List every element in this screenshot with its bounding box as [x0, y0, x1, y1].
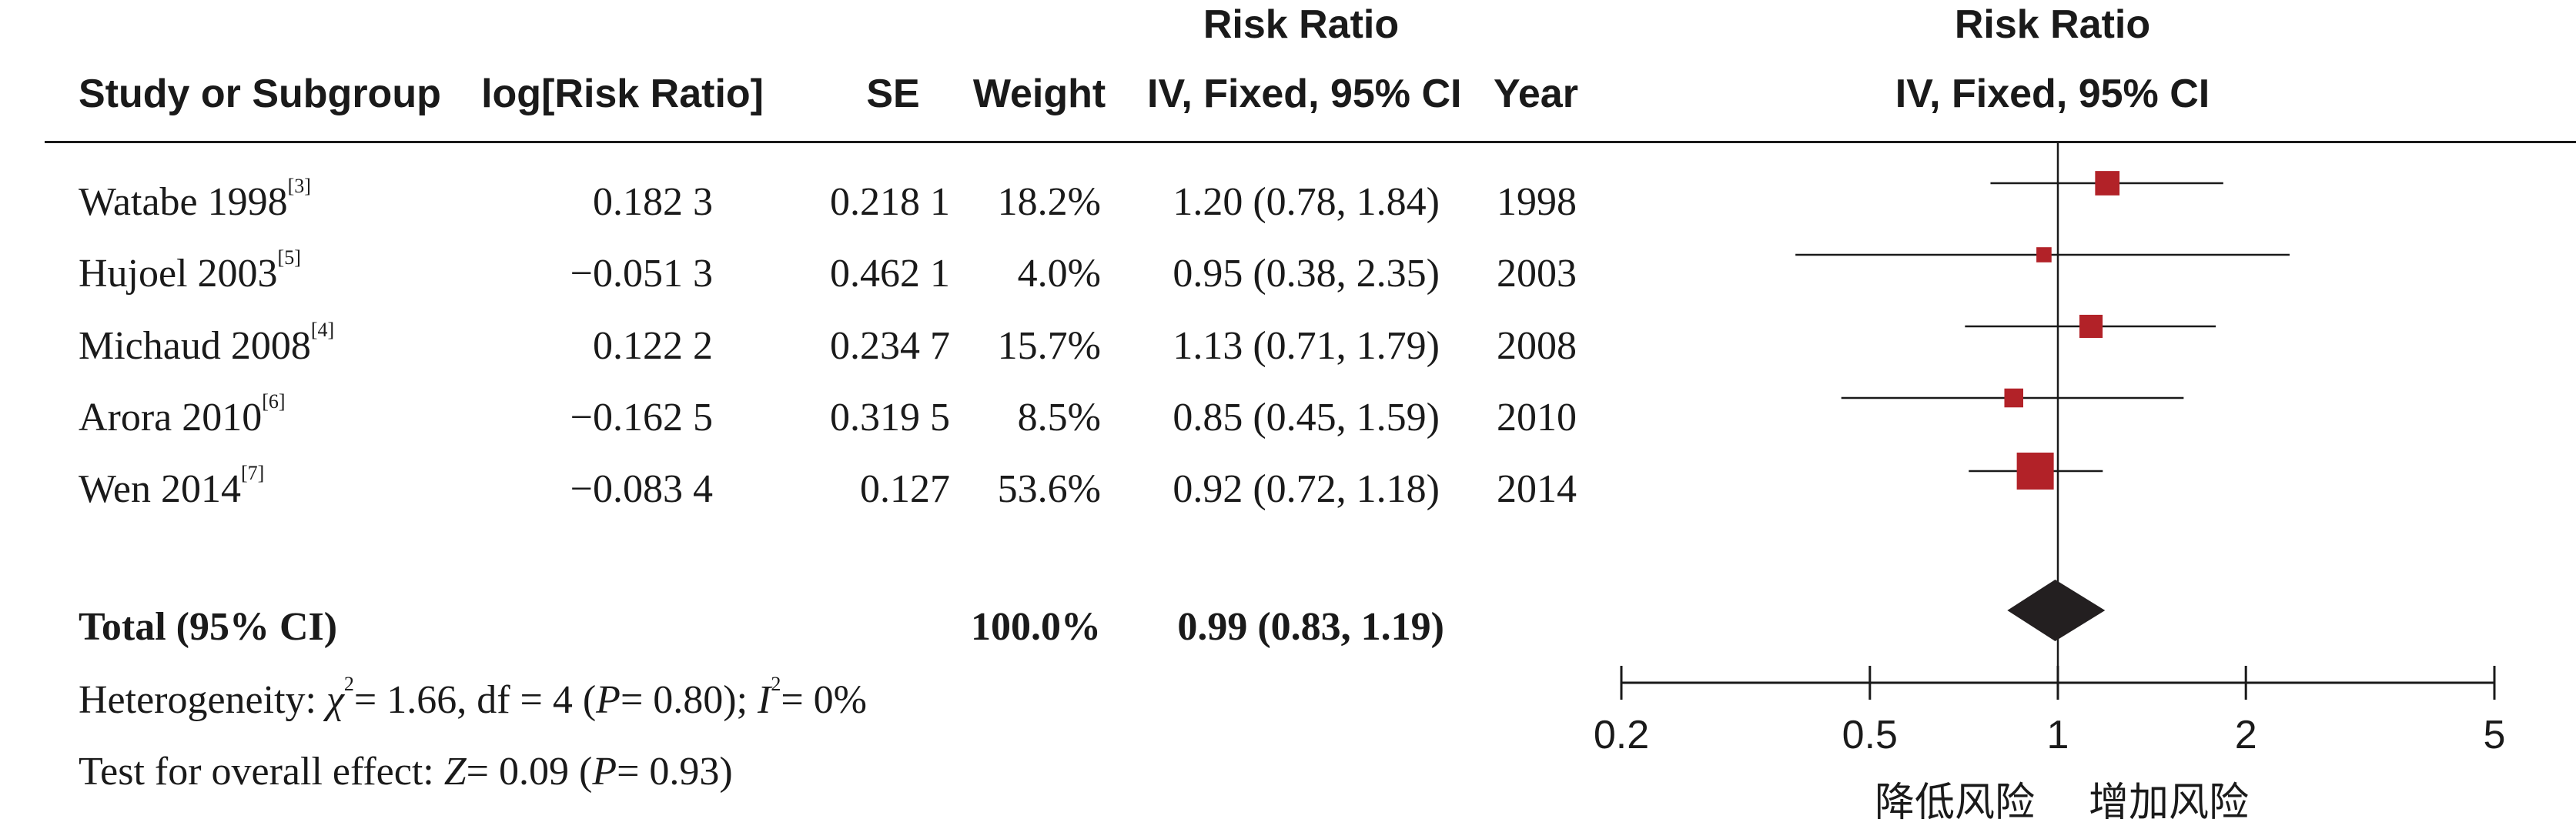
- header-weight: Weight: [972, 72, 1106, 116]
- study-weight: 53.6%: [997, 467, 1101, 511]
- study-weight: 8.5%: [1017, 396, 1101, 440]
- study-ci: 1.13 (0.71, 1.79): [1173, 324, 1440, 368]
- total-label: Total (95% CI): [79, 605, 338, 649]
- tick-label: 0.2: [1594, 713, 1649, 757]
- study-log-rr: 0.122 2: [593, 324, 713, 368]
- study-year: 2014: [1497, 467, 1577, 511]
- study-reference: [3]: [287, 175, 311, 197]
- study-marker: [2036, 247, 2052, 262]
- study-reference: [4]: [310, 319, 335, 341]
- study-weight: 15.7%: [997, 324, 1101, 368]
- header-se: SE: [866, 72, 920, 116]
- total-ci: 0.99 (0.83, 1.19): [1177, 605, 1444, 649]
- study-log-rr: 0.182 3: [593, 180, 713, 224]
- plot-header-method: IV, Fixed, 95% CI: [1895, 72, 2210, 116]
- header-divider: [45, 141, 2576, 143]
- study-ci: 0.92 (0.72, 1.18): [1173, 467, 1440, 511]
- tick-label: 2: [2235, 713, 2257, 757]
- study-se: 0.462 1: [830, 252, 950, 296]
- study-marker: [2079, 314, 2103, 339]
- study-name: Wen 2014[7]: [79, 462, 265, 511]
- plot-header-title: Risk Ratio: [1954, 2, 2151, 47]
- study-se: 0.127: [860, 467, 950, 511]
- study-ci: 0.95 (0.38, 2.35): [1173, 252, 1440, 296]
- study-year: 2003: [1497, 252, 1577, 296]
- study-log-rr: −0.162 5: [570, 396, 713, 440]
- direction-label-left: 降低风险: [1875, 780, 2035, 826]
- heterogeneity-text: Heterogeneity: χ2= 1.66, df = 4 (P= 0.80…: [79, 673, 868, 722]
- study-name: Michaud 2008[4]: [79, 319, 335, 368]
- total-weight: 100.0%: [971, 605, 1101, 649]
- tick-label: 0.5: [1842, 713, 1898, 757]
- study-weight: 4.0%: [1017, 252, 1101, 296]
- study-year: 2008: [1497, 324, 1577, 368]
- tick-label: 1: [2047, 713, 2069, 757]
- study-year: 1998: [1497, 180, 1577, 224]
- study-se: 0.218 1: [830, 180, 950, 224]
- study-ci: 1.20 (0.78, 1.84): [1173, 180, 1440, 224]
- header-study: Study or Subgroup: [79, 72, 441, 116]
- study-reference: [6]: [262, 390, 286, 413]
- study-reference: [7]: [241, 462, 265, 484]
- pooled-diamond: [2007, 580, 2106, 641]
- study-marker: [2016, 453, 2054, 490]
- tick-label: 5: [2484, 713, 2506, 757]
- overall-effect-text: Test for overall effect: Z= 0.09 (P= 0.9…: [79, 750, 733, 794]
- study-ci: 0.85 (0.45, 1.59): [1173, 396, 1440, 440]
- study-se: 0.319 5: [830, 396, 950, 440]
- study-year: 2010: [1497, 396, 1577, 440]
- header-rr-title: Risk Ratio: [1203, 2, 1400, 47]
- study-marker: [2004, 388, 2024, 408]
- study-log-rr: −0.083 4: [570, 467, 713, 511]
- study-log-rr: −0.051 3: [570, 252, 713, 296]
- direction-label-right: 增加风险: [2089, 780, 2249, 826]
- study-name: Arora 2010[6]: [79, 390, 286, 440]
- study-name: Watabe 1998[3]: [79, 175, 311, 224]
- study-weight: 18.2%: [997, 180, 1101, 224]
- study-name: Hujoel 2003[5]: [79, 246, 301, 296]
- header-rr-method: IV, Fixed, 95% CI: [1147, 72, 1462, 116]
- header-year: Year: [1494, 72, 1578, 116]
- header-log-rr: log[Risk Ratio]: [481, 72, 764, 116]
- study-reference: [5]: [277, 246, 301, 269]
- study-se: 0.234 7: [830, 324, 950, 368]
- study-marker: [2095, 171, 2120, 196]
